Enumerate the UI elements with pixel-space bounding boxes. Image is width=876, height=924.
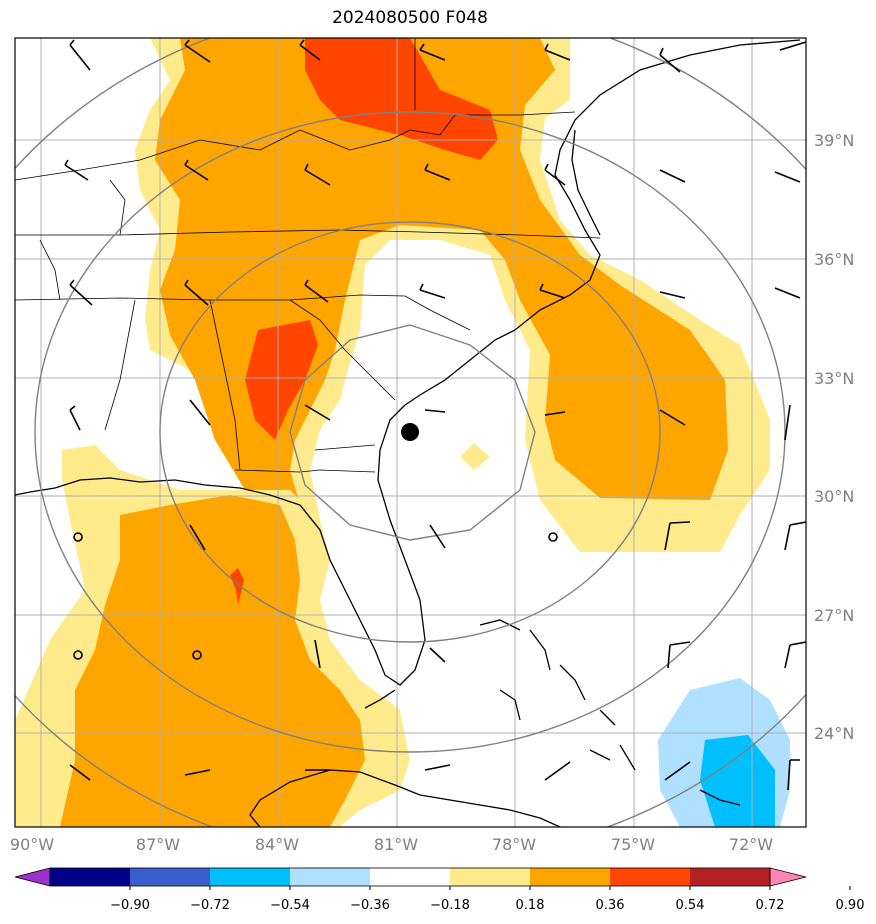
lat-label: 30°N [814,487,854,506]
map-frame [14,37,807,828]
colorbar-tick-label: 0.18 [516,898,545,913]
colorbar-frame [49,867,771,887]
wind-barbs [64,39,806,791]
colorbar-extend-min [14,867,51,887]
latitude-labels: 39°N 36°N 33°N 30°N 27°N 24°N [814,131,854,743]
lat-label: 24°N [814,724,854,743]
contour-yellow-diamond [460,443,490,470]
contour-red-gulf [230,568,244,605]
lon-label: 75°W [611,835,655,854]
storm-center-marker [401,423,419,441]
contour-red-central [245,320,318,440]
colorbar-tick-label: −0.72 [190,898,230,913]
colorbar-bin [130,868,210,886]
colorbar-bin [690,868,770,886]
lon-label: 87°W [136,835,180,854]
coastlines [15,39,801,827]
colorbar-tick-label: 0.36 [596,898,625,913]
colorbar-extend-max [769,867,807,887]
lon-label: 72°W [729,835,773,854]
colorbar-tick-label: 0.72 [756,898,785,913]
colorbar-tick-label: −0.18 [430,898,470,913]
longitude-labels: 90°W 87°W 84°W 81°W 78°W 75°W 72°W [10,835,773,854]
contour-red-north [305,38,498,160]
lon-label: 90°W [10,835,54,854]
lon-label: 81°W [374,835,418,854]
colorbar: −0.90 −0.72 −0.54 −0.36 −0.18 0.18 0.36 0.54 0.7… [14,867,865,913]
colorbar-bin [210,868,290,886]
range-rings [15,38,806,827]
map-panel [15,38,806,827]
colorbar-bin [450,868,530,886]
lat-label: 36°N [814,250,854,269]
lat-label: 27°N [814,606,854,625]
colorbar-tick-label: −0.36 [350,898,390,913]
colorbar-tick-label: −0.54 [270,898,310,913]
colorbar-tick-label: −0.90 [110,898,150,913]
contour-blue-se [700,735,775,827]
colorbar-bin [370,868,450,886]
gridlines [15,38,806,827]
contour-orange-gulf [60,495,365,827]
colorbar-tick-label: 0.90 [836,898,865,913]
colorbar-tick-label: 0.54 [676,898,705,913]
contour-orange-north [155,38,728,540]
colorbar-bin [50,868,130,886]
lat-label: 39°N [814,131,854,150]
lon-label: 78°W [492,835,536,854]
colorbar-bin [610,868,690,886]
colorbar-bin [290,868,370,886]
contour-fill-layer [15,38,790,827]
map-title: 2024080500 F048 [332,8,488,28]
lat-label: 33°N [814,369,854,388]
colorbar-bin [530,868,610,886]
lon-label: 84°W [255,835,299,854]
